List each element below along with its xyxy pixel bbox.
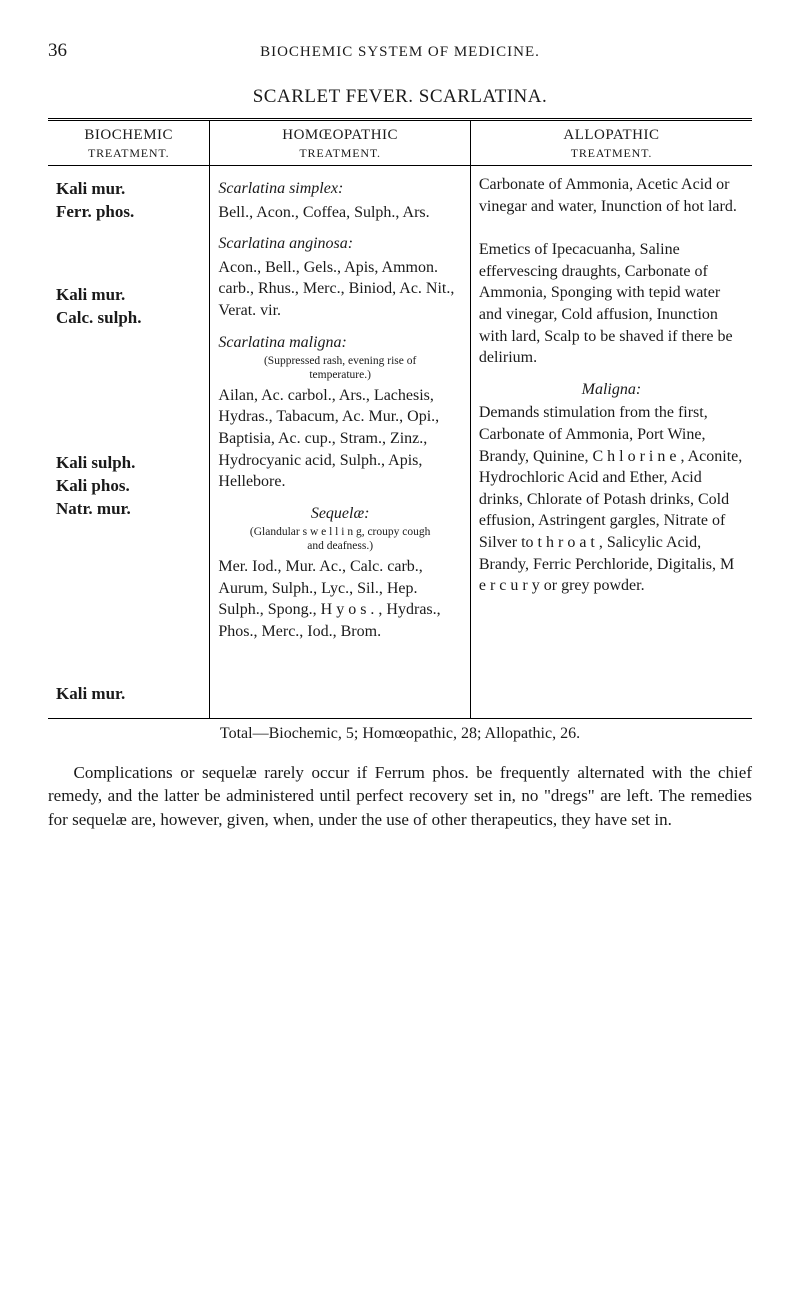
spacer <box>56 527 201 677</box>
spacer <box>56 230 201 278</box>
remedy-group-1: Kali mur. Ferr. phos. <box>56 178 201 224</box>
column-header-allopathic: ALLOPATHIC TREATMENT. <box>470 120 752 166</box>
allo-simplex: Carbonate of Ammonia, Acetic Acid or vin… <box>479 174 744 217</box>
disease-maligna: Scarlatina maligna: <box>218 332 461 354</box>
col1-sub: TREATMENT. <box>52 146 205 161</box>
remedy-group-4: Kali mur. <box>56 683 201 706</box>
disease-anginosa: Scarlatina anginosa: <box>218 233 461 255</box>
simplex-remedies: Bell., Acon., Coffea, Sulph., Ars. <box>218 202 461 224</box>
page-number: 36 <box>48 40 88 62</box>
treatment-table: BIOCHEMIC TREATMENT. HOMŒOPATHIC TREATME… <box>48 118 752 719</box>
spacer <box>479 227 744 237</box>
remedy-group-3: Kali sulph. Kali phos. Natr. mur. <box>56 452 201 521</box>
maligna-note: (Suppressed rash, evening rise of temper… <box>242 355 437 383</box>
allo-maligna: Demands stimulation from the first, Carb… <box>479 402 744 596</box>
remedy-group-2: Kali mur. Calc. sulph. <box>56 284 201 330</box>
column-header-biochemic: BIOCHEMIC TREATMENT. <box>48 120 210 166</box>
running-head: BIOCHEMIC SYSTEM OF MEDICINE. <box>88 44 712 61</box>
anginosa-remedies: Acon., Bell., Gels., Apis, Ammon. carb.,… <box>218 257 461 322</box>
section-title: SCARLET FEVER. SCARLATINA. <box>48 86 752 108</box>
sequelae-title: Sequelæ: <box>218 503 461 525</box>
sequelae-note: (Glandular s w e l l i n g, croupy cough… <box>242 526 437 554</box>
column-header-homoeopathic: HOMŒOPATHIC TREATMENT. <box>210 120 470 166</box>
homoeopathic-cell: Scarlatina simplex: Bell., Acon., Coffea… <box>210 166 470 719</box>
col1-top: BIOCHEMIC <box>84 127 173 143</box>
allo-anginosa: Emetics of Ipecacuanha, Saline effervesc… <box>479 239 744 369</box>
allo-maligna-head: Maligna: <box>479 379 744 401</box>
col2-sub: TREATMENT. <box>214 146 465 161</box>
col3-top: ALLOPATHIC <box>563 127 659 143</box>
col3-sub: TREATMENT. <box>475 146 748 161</box>
maligna-remedies: Ailan, Ac. carbol., Ars., Lachesis, Hydr… <box>218 385 461 493</box>
biochemic-cell: Kali mur. Ferr. phos. Kali mur. Calc. su… <box>48 166 210 719</box>
allopathic-cell: Carbonate of Ammonia, Acetic Acid or vin… <box>470 166 752 719</box>
disease-simplex: Scarlatina simplex: <box>218 178 461 200</box>
spacer <box>56 336 201 446</box>
body-paragraph: Complications or sequelæ rarely occur if… <box>48 761 752 832</box>
sequelae-remedies: Mer. Iod., Mur. Ac., Calc. carb., Aurum,… <box>218 556 461 642</box>
page-header: 36 BIOCHEMIC SYSTEM OF MEDICINE. <box>48 40 752 62</box>
totals-line: Total—Biochemic, 5; Homœopathic, 28; All… <box>48 725 752 743</box>
col2-top: HOMŒOPATHIC <box>282 127 398 143</box>
page: 36 BIOCHEMIC SYSTEM OF MEDICINE. SCARLET… <box>0 0 800 862</box>
